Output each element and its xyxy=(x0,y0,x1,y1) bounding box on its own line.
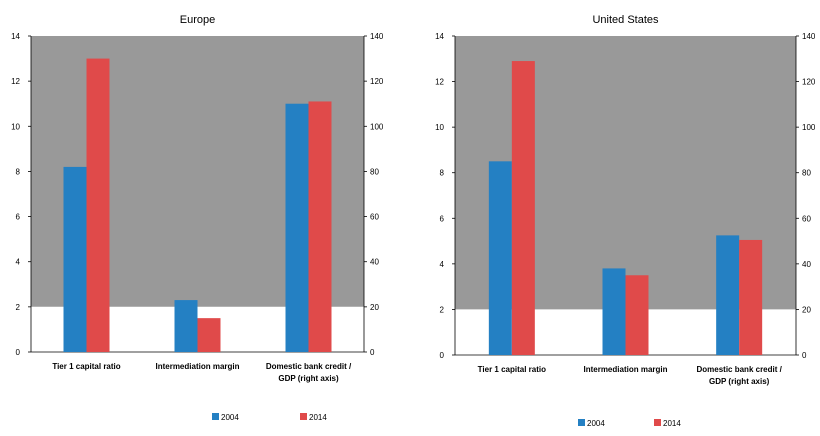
left-tick-label: 4 xyxy=(440,260,445,269)
category-label: Tier 1 capital ratio xyxy=(52,362,120,371)
legend-label: 2014 xyxy=(663,419,681,428)
legend-label: 2004 xyxy=(587,419,605,428)
legend-swatch-2014 xyxy=(300,413,307,420)
right-tick-label: 0 xyxy=(370,348,375,357)
left-tick-label: 4 xyxy=(16,258,21,267)
bar-2004-1 xyxy=(63,166,87,352)
legend-swatch-2004 xyxy=(578,419,585,426)
legend-label: 2004 xyxy=(221,413,239,422)
legend-label: 2014 xyxy=(309,413,327,422)
bar-2004-2 xyxy=(602,268,626,355)
bar-2004-3 xyxy=(285,103,309,352)
right-tick-label: 40 xyxy=(802,260,811,269)
category-label: Tier 1 capital ratio xyxy=(478,365,546,374)
left-tick-label: 2 xyxy=(440,305,445,314)
chart-europe: Europe02468101214020406080100120140Tier … xyxy=(11,14,384,422)
right-tick-label: 0 xyxy=(802,351,807,360)
bar-2014-3 xyxy=(739,239,763,355)
bar-2014-2 xyxy=(625,275,649,355)
right-tick-label: 60 xyxy=(802,214,811,223)
right-tick-label: 60 xyxy=(370,213,379,222)
left-tick-label: 0 xyxy=(440,351,445,360)
right-tick-label: 80 xyxy=(370,167,379,176)
category-label: Intermediation margin xyxy=(155,362,239,371)
right-tick-label: 140 xyxy=(370,32,384,41)
right-tick-label: 120 xyxy=(802,78,816,87)
right-tick-label: 20 xyxy=(802,305,811,314)
right-tick-label: 40 xyxy=(370,258,379,267)
left-tick-label: 6 xyxy=(440,214,445,223)
bar-2014-3 xyxy=(308,101,332,352)
legend-swatch-2004 xyxy=(212,413,219,420)
left-tick-label: 14 xyxy=(435,32,444,41)
category-label: GDP (right axis) xyxy=(278,374,339,383)
left-tick-label: 12 xyxy=(435,78,444,87)
chart-united-states: United States024681012140204060801001201… xyxy=(435,14,816,428)
bar-2014-2 xyxy=(197,318,221,352)
legend-swatch-2014 xyxy=(654,419,661,426)
bar-2004-3 xyxy=(716,235,740,355)
right-tick-label: 100 xyxy=(802,123,816,132)
right-tick-label: 140 xyxy=(802,32,816,41)
category-label: Intermediation margin xyxy=(583,365,667,374)
category-label: Domestic bank credit / xyxy=(266,362,352,371)
bar-2004-1 xyxy=(488,161,512,355)
right-tick-label: 100 xyxy=(370,122,384,131)
category-label: Domestic bank credit / xyxy=(696,365,782,374)
left-tick-label: 10 xyxy=(11,122,20,131)
chart-title: United States xyxy=(592,14,659,26)
bar-2014-1 xyxy=(86,58,110,352)
left-tick-label: 6 xyxy=(16,213,21,222)
left-tick-label: 14 xyxy=(11,32,20,41)
right-tick-label: 80 xyxy=(802,169,811,178)
left-tick-label: 2 xyxy=(16,303,21,312)
left-tick-label: 8 xyxy=(440,169,445,178)
left-tick-label: 8 xyxy=(16,167,21,176)
left-tick-label: 10 xyxy=(435,123,444,132)
left-tick-label: 12 xyxy=(11,77,20,86)
bar-2004-2 xyxy=(174,300,198,352)
category-label: GDP (right axis) xyxy=(709,377,770,386)
right-tick-label: 120 xyxy=(370,77,384,86)
bar-2014-1 xyxy=(511,61,535,356)
left-tick-label: 0 xyxy=(16,348,21,357)
chart-title: Europe xyxy=(180,14,215,26)
right-tick-label: 20 xyxy=(370,303,379,312)
